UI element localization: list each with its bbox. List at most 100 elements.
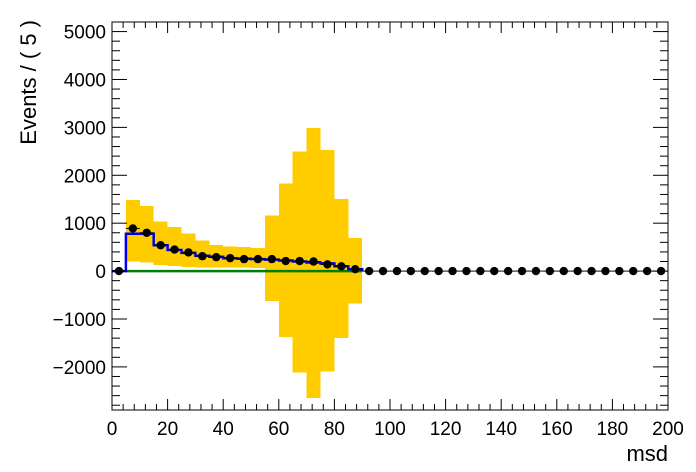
y-tick-labels: −2000 −1000 0 1000 2000 3000 4000 5000 [53, 23, 106, 379]
data-point [334, 262, 349, 271]
data-point [348, 264, 363, 274]
data-point-marker [239, 254, 249, 264]
data-point-marker [156, 241, 165, 250]
data-point [278, 256, 293, 266]
x-tick-label: 120 [430, 419, 462, 440]
data-point [306, 257, 321, 266]
x-tick-label: 200 [652, 419, 684, 440]
data-point [251, 254, 265, 264]
data-point [473, 266, 488, 276]
data-point [598, 266, 613, 276]
data-point-marker [545, 266, 555, 276]
x-tick-label: 140 [485, 419, 517, 440]
data-point-marker [490, 266, 499, 276]
data-point [292, 256, 307, 266]
data-point [584, 266, 599, 276]
data-point-marker [128, 224, 138, 233]
data-point-marker [629, 266, 638, 276]
data-point [640, 266, 655, 276]
x-tick-label: 160 [541, 419, 573, 440]
data-point-marker [198, 252, 207, 261]
data-point [515, 266, 529, 276]
data-point [153, 241, 168, 250]
data-point [612, 266, 627, 276]
y-tick-label: 2000 [64, 166, 106, 187]
plot-area: 0 20 40 60 80 100 120 140 160 180 200 −2000 −1000 0 1… [53, 21, 684, 440]
y-tick-label: −2000 [53, 358, 106, 379]
data-point-marker [253, 254, 263, 264]
data-point [403, 266, 418, 276]
x-tick-label: 40 [213, 419, 234, 440]
data-point-marker [601, 266, 610, 276]
x-tick-labels: 0 20 40 60 80 100 120 140 160 180 200 [107, 419, 684, 440]
y-tick-label: 5000 [64, 23, 106, 44]
y-tick-label: −1000 [53, 310, 106, 331]
data-point [390, 266, 404, 276]
data-point-marker [462, 266, 471, 276]
data-point [570, 266, 585, 276]
data-point [362, 266, 377, 276]
data-point-marker [281, 256, 290, 266]
data-point [376, 266, 390, 276]
data-point [195, 252, 210, 261]
data-point-marker [420, 266, 429, 276]
data-point-marker [225, 253, 235, 263]
data-point-marker [448, 266, 457, 276]
data-point-marker [392, 266, 402, 276]
data-point-marker [337, 262, 346, 271]
data-point [209, 252, 224, 262]
data-point-marker [406, 266, 416, 276]
data-point-marker [559, 266, 568, 276]
x-tick-label: 80 [324, 419, 345, 440]
data-point-marker [170, 245, 179, 254]
data-point-marker [503, 266, 513, 276]
x-tick-label: 60 [268, 419, 289, 440]
data-point-marker [615, 266, 624, 276]
data-point [501, 266, 516, 276]
data-point [431, 266, 446, 276]
data-point [529, 266, 543, 276]
data-point-marker [295, 256, 304, 266]
x-tick-label: 0 [107, 419, 118, 440]
data-point [445, 266, 460, 276]
x-tick-label: 100 [374, 419, 406, 440]
x-tick-label: 20 [157, 419, 178, 440]
data-point [417, 266, 432, 276]
data-point-marker [476, 266, 485, 276]
y-tick-label: 4000 [64, 70, 106, 91]
data-point [626, 266, 641, 276]
data-point [167, 245, 182, 254]
data-point-marker [142, 228, 151, 237]
x-axis-label: msd [626, 441, 668, 466]
data-point-marker [587, 266, 596, 276]
y-axis-label: Events / ( 5 ) [16, 20, 41, 145]
y-tick-label: 0 [95, 262, 106, 283]
data-point [139, 228, 154, 237]
data-point-marker [378, 266, 388, 276]
x-tick-label: 180 [597, 419, 629, 440]
data-point [542, 266, 557, 276]
data-point-marker [364, 266, 374, 276]
data-point-marker [531, 266, 541, 276]
data-point-marker [573, 266, 582, 276]
data-point-marker [309, 257, 318, 266]
data-point-marker [351, 264, 360, 274]
y-tick-label: 1000 [64, 214, 106, 235]
data-point [320, 260, 335, 269]
data-point-marker [267, 254, 277, 264]
data-point [556, 266, 571, 276]
data-point [223, 253, 238, 263]
data-point [237, 254, 251, 264]
plot-frame [111, 21, 669, 411]
data-point-marker [517, 266, 527, 276]
data-point-marker [184, 248, 193, 257]
data-points [112, 224, 668, 276]
data-point-marker [212, 252, 221, 262]
data-point [181, 248, 196, 257]
data-point [487, 266, 502, 276]
axis-ticks [111, 21, 669, 410]
data-point-marker [323, 260, 332, 269]
data-point [459, 266, 474, 276]
data-point-marker [434, 266, 443, 276]
